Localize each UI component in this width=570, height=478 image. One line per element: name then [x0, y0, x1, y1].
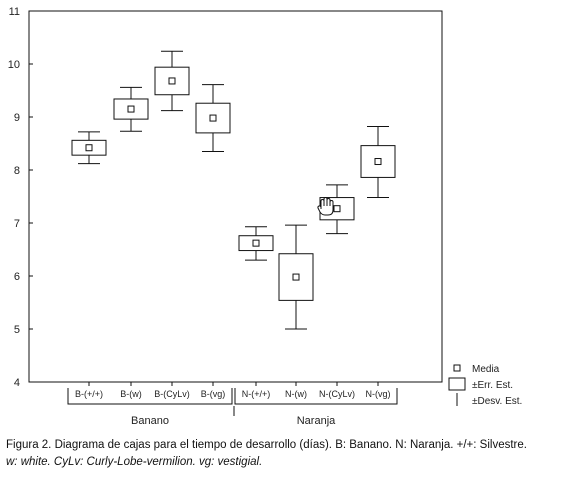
plot-frame [28, 10, 443, 383]
legend-err-label: ±Err. Est. [472, 380, 513, 391]
mean-marker [168, 77, 176, 85]
legend-mean-marker [453, 364, 461, 372]
box-N-(w) [278, 224, 314, 330]
err-box [278, 253, 314, 301]
legend-sd: ±Desv. Est. [456, 393, 522, 407]
x-tick-label: N-(+/+) [242, 389, 271, 399]
x-tick-label: B-(vg) [201, 389, 226, 399]
y-tick-label: 8 [14, 165, 20, 177]
y-tick-label: 6 [14, 271, 20, 283]
y-tick-label: 10 [8, 59, 20, 71]
box-B-(CyLv) [154, 50, 190, 112]
bracket-line [234, 388, 398, 405]
box-B-(+/+) [71, 131, 107, 165]
group-label: Banano [131, 415, 169, 427]
legend: Media ±Err. Est. ±Desv. Est. [448, 364, 522, 407]
box-N-(+/+) [238, 226, 274, 261]
x-tick-label: B-(w) [120, 389, 142, 399]
mean-marker [333, 205, 341, 213]
box-plot-chart: 4 5 6 7 8 9 10 11 B-(+/+) B-(w) B-(CyLv) B-(vg) N-(… [8, 6, 523, 427]
mean-marker [252, 239, 260, 247]
y-tick-label: 11 [9, 6, 20, 18]
y-tick-label: 9 [14, 112, 20, 124]
y-axis: 4 5 6 7 8 9 10 11 [8, 6, 33, 389]
mean-marker [209, 114, 217, 122]
mean-marker [292, 273, 300, 281]
legend-err-box [448, 377, 466, 391]
box-B-(vg) [195, 84, 231, 152]
x-tick-label: B-(CyLv) [154, 389, 190, 399]
x-tick-label: N-(vg) [366, 389, 391, 399]
cursor-icon [317, 196, 334, 216]
legend-mean-label: Media [472, 364, 500, 375]
mean-marker [374, 158, 382, 166]
figure-caption: Figura 2. Diagrama de cajas para el tiem… [6, 437, 566, 471]
legend-err: ±Err. Est. [448, 377, 513, 391]
legend-sd-label: ±Desv. Est. [472, 396, 522, 407]
legend-mean: Media [453, 364, 500, 375]
caption-line-1: Figura 2. Diagrama de cajas para el tiem… [6, 439, 527, 451]
y-tick-label: 5 [14, 324, 20, 336]
caption-line-2: w: white. CyLv: Curly-Lobe-vermilion. vg… [6, 456, 263, 468]
x-tick-label: B-(+/+) [75, 389, 103, 399]
x-tick-label: N-(w) [285, 389, 307, 399]
bracket-line [67, 388, 233, 405]
box-B-(w) [113, 86, 149, 132]
x-tick-label: N-(CyLv) [319, 389, 355, 399]
x-axis: B-(+/+) B-(w) B-(CyLv) B-(vg) N-(+/+) N-(w) N-… [67, 382, 398, 427]
y-tick-label: 4 [14, 377, 20, 389]
mean-marker [85, 144, 93, 152]
group-bracket-Naranja: Naranja [234, 388, 398, 427]
box-N-(vg) [360, 126, 396, 199]
group-bracket-Banano: Banano [67, 388, 233, 427]
boxes-layer [71, 50, 396, 330]
y-tick-label: 7 [14, 218, 20, 230]
mean-marker [127, 105, 135, 113]
group-label: Naranja [297, 415, 336, 427]
